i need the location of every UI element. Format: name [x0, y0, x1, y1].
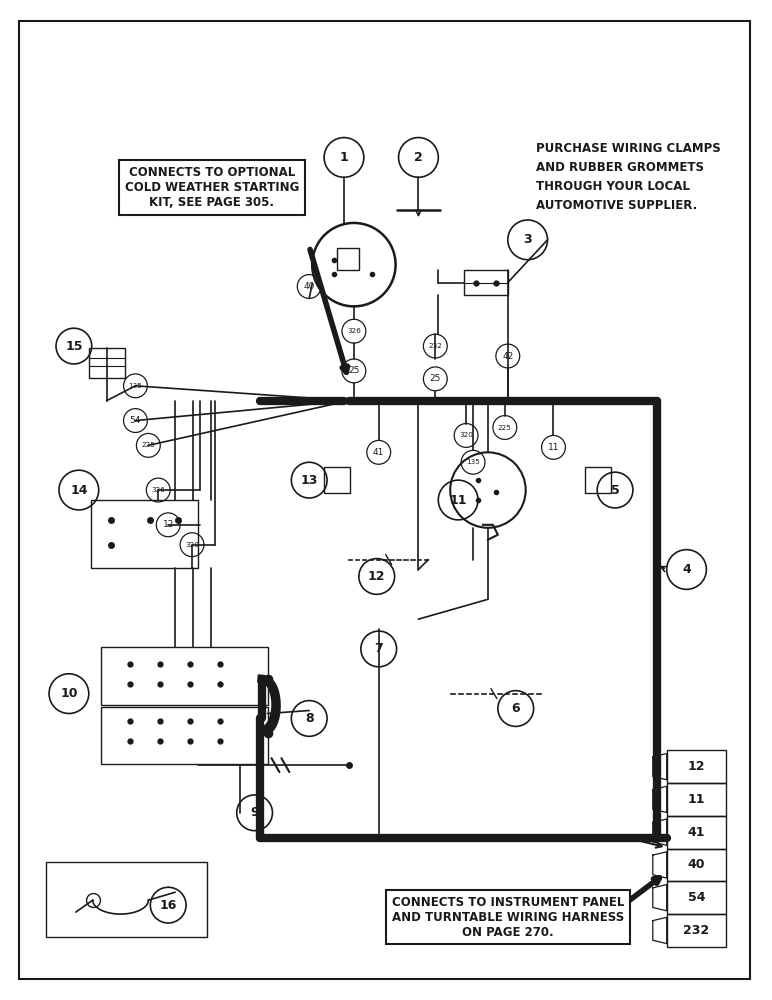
Text: 11: 11 — [688, 793, 706, 806]
Text: 326: 326 — [347, 328, 361, 334]
Text: 135: 135 — [466, 459, 480, 465]
Bar — [667, 849, 726, 881]
Text: 14: 14 — [70, 484, 87, 497]
Bar — [667, 816, 726, 849]
Text: 12: 12 — [163, 520, 174, 529]
Text: 12: 12 — [368, 570, 385, 583]
Text: 7: 7 — [374, 642, 383, 655]
Text: 40: 40 — [688, 858, 706, 871]
Text: 135: 135 — [128, 383, 142, 389]
Text: 11: 11 — [449, 493, 467, 506]
Text: 15: 15 — [65, 340, 83, 353]
Bar — [324, 467, 350, 493]
Text: 5: 5 — [611, 484, 619, 497]
Text: 1: 1 — [340, 151, 348, 164]
Bar — [100, 707, 268, 764]
Bar — [89, 348, 124, 378]
Text: 225: 225 — [141, 442, 155, 448]
Text: 326: 326 — [151, 487, 165, 493]
Bar — [667, 783, 726, 816]
Text: 8: 8 — [305, 712, 313, 725]
Bar — [464, 270, 508, 295]
Text: 40: 40 — [303, 282, 315, 291]
Bar — [667, 881, 726, 914]
Bar — [667, 914, 726, 947]
Bar — [91, 500, 198, 568]
Text: 16: 16 — [160, 899, 177, 912]
Bar — [667, 750, 726, 783]
Text: 10: 10 — [60, 687, 78, 700]
Text: 42: 42 — [502, 352, 513, 361]
Text: CONNECTS TO OPTIONAL
COLD WEATHER STARTING
KIT, SEE PAGE 305.: CONNECTS TO OPTIONAL COLD WEATHER STARTI… — [125, 166, 299, 209]
Text: 320: 320 — [185, 542, 199, 548]
Text: 54: 54 — [130, 416, 141, 425]
Text: 25: 25 — [348, 366, 360, 375]
Text: 2: 2 — [414, 151, 423, 164]
Text: 11: 11 — [548, 443, 559, 452]
Text: 12: 12 — [688, 760, 706, 773]
Text: 6: 6 — [511, 702, 520, 715]
Text: 25: 25 — [430, 374, 441, 383]
Bar — [46, 862, 207, 937]
Text: PURCHASE WIRING CLAMPS
AND RUBBER GROMMETS
THROUGH YOUR LOCAL
AUTOMOTIVE SUPPLIE: PURCHASE WIRING CLAMPS AND RUBBER GROMME… — [536, 142, 720, 212]
Text: 9: 9 — [250, 806, 259, 819]
Bar — [337, 248, 359, 270]
Text: 232: 232 — [428, 343, 442, 349]
Text: CONNECTS TO INSTRUMENT PANEL
AND TURNTABLE WIRING HARNESS
ON PAGE 270.: CONNECTS TO INSTRUMENT PANEL AND TURNTAB… — [391, 896, 624, 939]
Text: 41: 41 — [373, 448, 384, 457]
Text: 4: 4 — [682, 563, 691, 576]
Text: 13: 13 — [300, 474, 318, 487]
Text: 41: 41 — [688, 826, 706, 839]
Text: 320: 320 — [459, 432, 473, 438]
Text: 54: 54 — [688, 891, 706, 904]
Bar — [585, 467, 611, 493]
Text: 225: 225 — [498, 425, 512, 431]
Text: 232: 232 — [683, 924, 709, 937]
Text: 3: 3 — [523, 233, 532, 246]
Bar — [100, 647, 268, 705]
